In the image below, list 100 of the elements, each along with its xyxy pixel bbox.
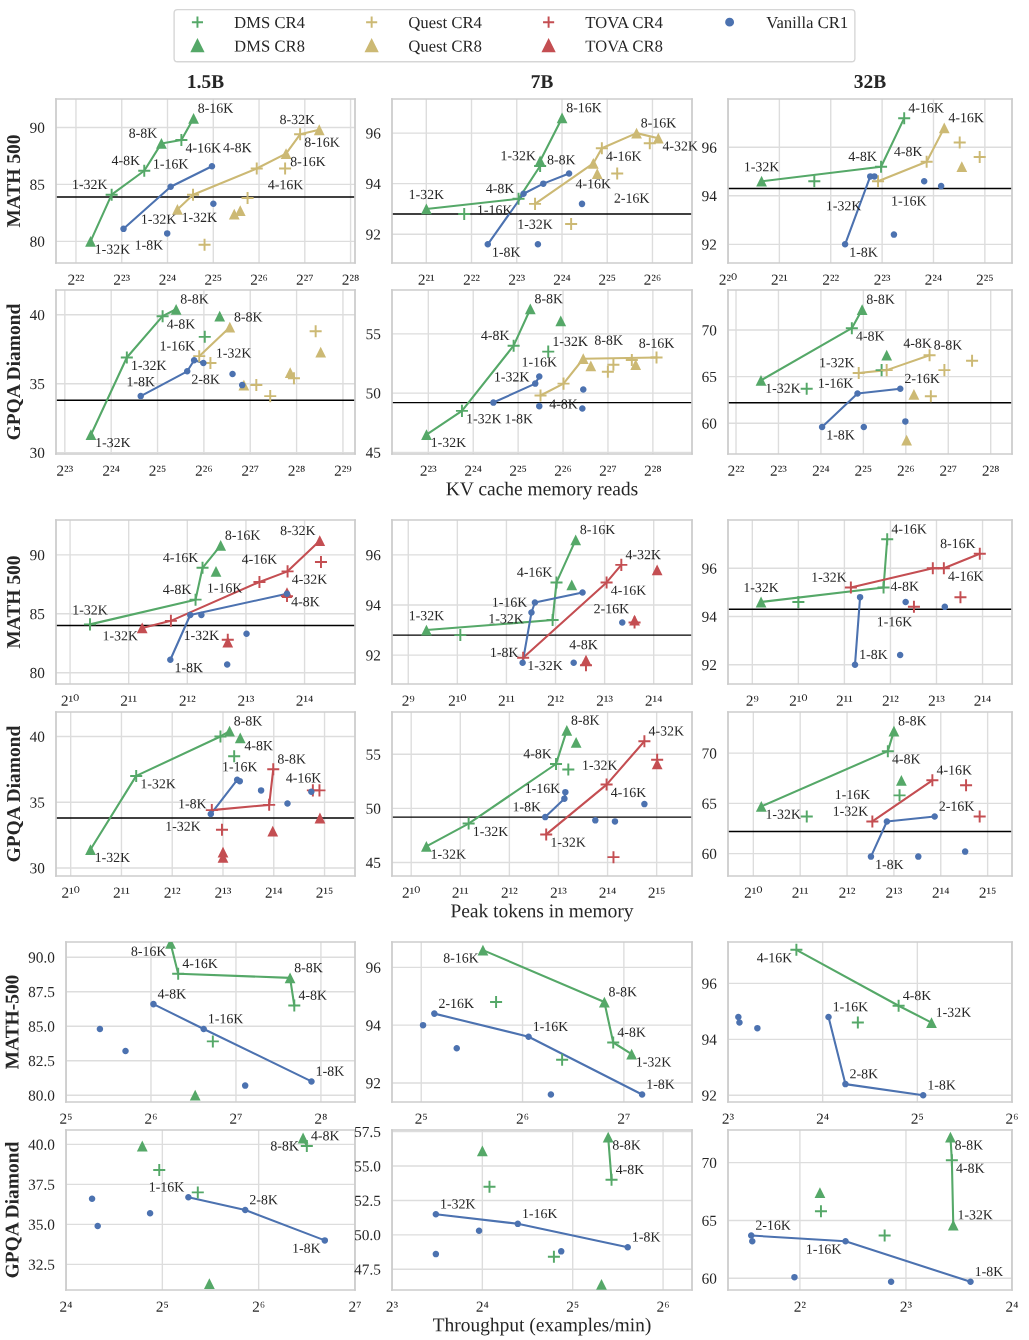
x-tick-label: 2¹⁵ [979,887,996,898]
y-tick-label: 35 [30,797,45,808]
y-axis-title: MATH 500 [6,135,21,228]
x-tick-label: 2¹³ [596,695,613,706]
annotation: 8-8K [234,716,263,726]
annotation: 1-32K [132,360,167,371]
annotation: 2-8K [250,1195,278,1205]
annotation: 8-16K [580,524,616,535]
x-tick-label: 2¹⁴ [599,887,616,898]
y-tick-label: 37.5 [28,1179,55,1190]
x-axis-title: KV cache memory reads [446,481,638,500]
annotation: 1-32K [217,348,252,358]
x-tick-label: 2⁷ [230,1113,242,1124]
annotation: 4-16K [268,180,304,190]
y-tick-label: 35 [30,378,45,390]
annotation: 1-16K [208,583,243,593]
x-axis-title: Peak tokens in memory [451,903,634,922]
y-tick-label: 65 [702,371,717,383]
x-tick-label: 2¹³ [886,887,903,898]
annotation: 1-16K [223,762,258,772]
x-tick-label: 2⁹ [402,695,415,706]
x-tick-label: 2²⁶ [195,465,212,476]
y-tick-label: 60 [702,418,717,429]
x-tick-label: 2²⁶ [644,274,661,285]
y-axis-title: MATH 500 [6,556,21,649]
x-tick-label: 2⁵ [60,1113,72,1124]
y-tick-label: 50 [366,388,381,399]
x-tick-label: 2²⁵ [510,465,527,476]
annotation: 4-16K [757,953,793,963]
y-tick-label: 30 [30,447,45,459]
annotation: 1-32K [766,383,801,393]
annotation: 1-32K [441,1199,476,1209]
y-tick-label: 85 [30,179,45,190]
x-tick-label: 2¹² [882,695,899,706]
x-tick-label: 2³ [386,1301,398,1312]
legend-label: TOVA CR4 [585,16,663,29]
annotation: 1-32K [501,151,536,161]
x-tick-label: 2²³ [57,465,73,476]
x-tick-label: 2²⁵ [205,274,222,285]
annotation: 1-8K [513,802,541,812]
x-tick-label: 2¹³ [928,695,945,706]
y-tick-label: 50.0 [355,1229,381,1241]
annotation: 1-32K [467,414,502,424]
y-tick-label: 85.0 [28,1021,55,1032]
annotation: 2-16K [614,193,650,203]
annotation: 8-8K [180,294,209,304]
y-tick-label: 96 [366,128,381,139]
annotation: 1-16K [533,1021,569,1032]
annotation: 1-32K [184,630,219,641]
x-tick-label: 2¹⁵ [316,887,333,898]
x-axis-title: Throughput (examples/min) [433,1317,651,1336]
annotation: 8-8K [866,294,895,304]
y-tick-label: 87.5 [28,986,55,998]
x-tick-label: 2²⁸ [342,274,359,285]
x-tick-label: 2²³ [114,274,130,285]
y-tick-label: 92 [366,650,381,661]
annotation: 1-16K [877,617,913,627]
x-tick-label: 2¹² [179,695,196,706]
x-tick-label: 2²⁷ [242,465,259,476]
y-tick-label: 45 [365,447,381,458]
y-tick-label: 30 [30,863,45,874]
annotation: 1-16K [154,159,189,169]
annotation: 1-32K [73,179,108,190]
annotation: 4-8K [894,146,923,157]
annotation: 1-32K [431,437,467,448]
annotation: 4-8K [163,584,192,595]
y-tick-label: 92 [366,1078,381,1089]
x-tick-label: 2²⁸ [982,465,999,476]
x-tick-label: 2¹⁰ [789,694,808,706]
y-tick-label: 52.5 [355,1195,381,1206]
x-tick-label: 2⁶ [516,1113,529,1124]
annotation: 1-32K [637,1057,672,1067]
x-tick-label: 2¹¹ [498,695,515,706]
x-tick-label: 2⁶ [657,1301,669,1312]
annotation: 1-32K [409,189,444,200]
annotation: 2-8K [191,374,220,384]
annotation: 1-8K [293,1243,321,1253]
y-tick-label: 96 [702,978,717,989]
annotation: 4-16K [185,143,221,153]
y-tick-label: 80 [30,667,45,679]
annotation: 1-32K [812,572,847,582]
annotation: 8-8K [294,962,323,973]
y-tick-label: 92 [366,229,381,240]
annotation: 4-8K [903,990,932,1001]
y-tick-label: 94 [702,190,717,202]
annotation: 4-32K [662,141,698,151]
x-tick-label: 2⁶ [252,1301,265,1312]
annotation: 8-16K [290,156,326,167]
annotation: 1-32K [73,605,108,615]
annotation: 1-32K [474,826,509,837]
annotation: 1-16K [835,789,871,800]
x-tick-label: 2¹² [547,695,564,706]
x-tick-label: 2²⁵ [149,465,166,476]
y-tick-label: 90 [30,122,45,133]
annotation: 4-8K [111,155,140,166]
annotation: 4-8K [167,319,196,329]
y-tick-label: 80.0 [28,1090,55,1101]
x-tick-label: 2¹⁰ [448,694,467,706]
x-tick-label: 2²⁷ [296,274,313,285]
y-tick-label: 57.5 [355,1126,381,1138]
